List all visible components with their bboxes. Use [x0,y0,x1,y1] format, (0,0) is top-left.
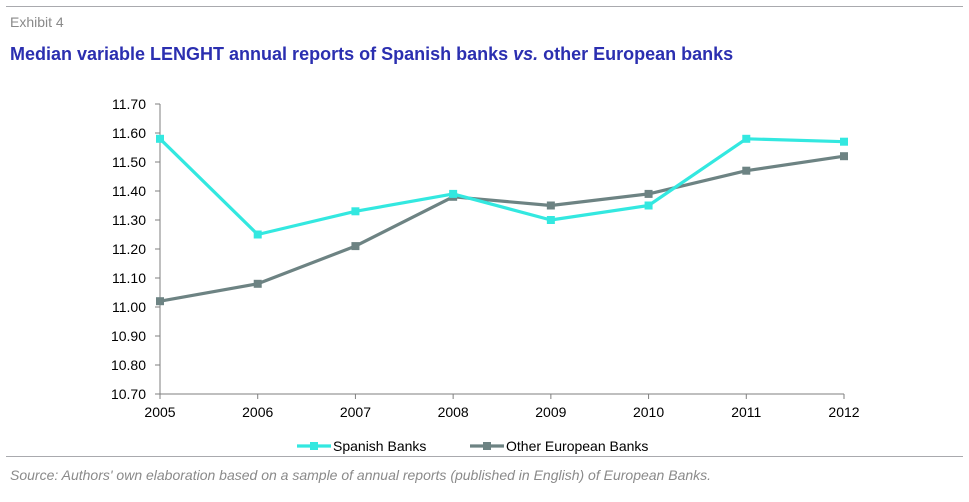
plot-series [156,134,848,306]
title-vs: vs. [513,44,539,64]
x-tick-label: 2012 [828,404,859,420]
legend-swatch-marker [310,442,318,450]
data-point [644,189,653,198]
title-part-2: other European banks [538,44,734,64]
data-point [253,279,262,288]
data-point [156,297,164,306]
data-point [546,201,555,210]
y-tick-label: 11.20 [112,241,146,257]
chart-title: Median variable LENGHT annual reports of… [10,44,733,65]
data-point [351,207,360,216]
x-tick-label: 2005 [144,404,175,420]
y-tick-label: 11.70 [112,96,146,112]
x-tick-label: 2009 [535,404,566,420]
legend-item: Spanish Banks [297,438,426,454]
data-point [156,134,164,143]
x-tick-label: 2011 [731,404,761,420]
x-tick-label: 2006 [242,404,273,420]
data-point [644,201,653,210]
y-axis: 11.70 11.60 11.50 11.40 11.30 11.20 11.10 11.00… [111,96,161,402]
y-tick-label: 11.00 [112,299,146,315]
y-tick-label: 11.30 [112,212,146,228]
legend-swatch-marker [483,442,491,450]
legend-item: Other European Banks [470,438,648,454]
data-point [449,189,458,198]
line-chart: 11.70 11.60 11.50 11.40 11.30 11.20 11.10 11.00… [111,96,860,454]
exhibit-label: Exhibit 4 [10,14,64,30]
source-note: Source: Authors' own elaboration based o… [10,467,712,483]
y-tick-label: 11.40 [112,183,146,199]
y-tick-label: 10.80 [111,357,146,373]
y-tick-label: 11.10 [112,270,146,286]
series-line [158,137,845,237]
series-line [159,154,845,303]
title-part-1: Median variable LENGHT annual reports of… [10,44,514,64]
series-other-european-banks [156,152,848,306]
legend-label: Other European Banks [506,438,648,454]
data-point [351,242,360,251]
top-divider [6,6,963,7]
data-point [546,216,555,224]
data-point [253,230,262,239]
data-point [742,166,751,175]
data-point [840,152,848,161]
x-tick-label: 2008 [438,404,469,420]
series-spanish-banks [156,134,848,239]
x-tick-label: 2007 [340,404,371,420]
legend-label: Spanish Banks [333,438,426,454]
data-point [840,137,848,146]
data-point [742,134,751,143]
y-tick-label: 10.70 [111,386,146,402]
y-tick-label: 11.60 [112,125,146,141]
x-axis: 2005 2006 2007 2008 2009 2010 2011 2012 [144,393,860,420]
x-tick-label: 2010 [633,404,664,420]
y-tick-label: 11.50 [112,154,146,170]
y-tick-label: 10.90 [111,328,146,344]
bottom-divider [6,456,963,457]
legend: Spanish Banks Other European Banks [297,438,648,454]
